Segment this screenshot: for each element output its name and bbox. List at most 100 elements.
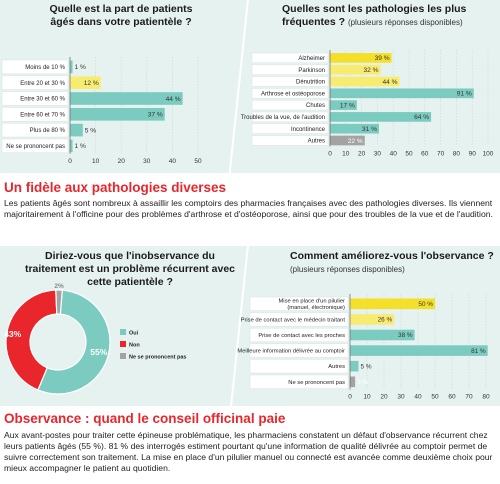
inobservance-slice-label: 43% <box>4 329 21 339</box>
pathologies-category-label: Parkinson <box>298 68 325 74</box>
age-share-bar <box>70 107 165 121</box>
age-share-category-label: Entre 30 et 60 % <box>20 97 65 103</box>
observance-methods-value-label: 81 % <box>471 348 486 355</box>
section1-body: Les patients âgés sont nombreux à assail… <box>4 198 493 219</box>
age-share-category-label: Plus de 80 % <box>30 128 66 134</box>
pathologies-tick-label: 90 <box>469 150 477 157</box>
pathologies-category-label: Alzheimer <box>298 56 325 62</box>
age-share-category-label: Moins de 10 % <box>25 65 65 71</box>
pathologies-bar <box>330 76 400 87</box>
pathologies-value-label: 44 % <box>382 79 397 86</box>
pathologies-category-box <box>251 99 329 111</box>
observance-methods-tick-label: 40 <box>414 394 422 401</box>
pathologies-tick-label: 70 <box>437 150 445 157</box>
pathologies-bar <box>330 64 381 75</box>
age-share-category-box <box>1 107 69 122</box>
age-share-value-label: 37 % <box>148 112 163 119</box>
pathologies-chart: 0 10 20 30 40 50 60 70 80 90 100 Alzheimer 39 % Parki… <box>241 50 494 157</box>
pathologies-category-box <box>251 135 329 146</box>
pathologies-category-box <box>251 52 329 64</box>
age-share-bar <box>70 76 101 90</box>
pathologies-tick-label: 0 <box>328 150 332 157</box>
observance-methods-category-box <box>249 312 349 327</box>
pathologies-bar <box>330 100 357 110</box>
age-share-tick-label: 20 <box>118 158 126 165</box>
pathologies-tick-label: 100 <box>483 150 494 157</box>
observance-methods-tick-label: 80 <box>482 394 490 401</box>
observance-methods-bar <box>350 360 359 372</box>
age-share-tick-label: 10 <box>92 158 100 165</box>
observance-methods-category-label: Prise de contact avec le médecin traitan… <box>241 317 346 323</box>
pathologies-category-label: Incontinence <box>291 127 326 133</box>
observance-methods-value-label: 5 % <box>361 363 372 370</box>
age-share-value-label: 1 % <box>75 64 86 71</box>
observance-methods-bar <box>350 345 488 356</box>
age-share-tick-label: 30 <box>143 158 151 165</box>
inobservance-question: Diriez-vous que l'inobservance du traite… <box>20 250 240 289</box>
observance-methods-value-label: 38 % <box>398 332 413 339</box>
observance-methods-category-box <box>249 343 349 358</box>
inobservance-legend-label: Oui <box>129 331 139 337</box>
pathologies-value-label: 31 % <box>362 126 377 133</box>
observance-methods-bar <box>350 376 356 388</box>
pathologies-category-label: Arthrose et ostéoporose <box>261 91 326 97</box>
age-share-category-box <box>1 59 69 75</box>
age-share-category-box <box>1 75 69 90</box>
age-share-category-label: Entre 60 et 70 % <box>20 112 65 118</box>
section1-title: Un fidèle aux pathologies diverses <box>4 180 227 195</box>
age-share-category-box <box>1 138 69 154</box>
observance-methods-bar <box>350 298 435 310</box>
pathologies-tick-label: 60 <box>421 150 429 157</box>
age-share-value-label: 1 % <box>75 143 86 150</box>
age-share-tick-label: 0 <box>68 158 72 165</box>
age-share-question-text: Quelle est la part de patients âgés dans… <box>49 3 193 28</box>
age-share-value-label: 44 % <box>166 96 181 103</box>
age-share-category-label: Ne se prononcent pas <box>6 144 65 150</box>
observance-methods-chart: 0 10 20 30 40 50 60 70 80 Mise en place d'un pilu… <box>237 294 490 401</box>
age-share-question: Quelle est la part de patients âgés dans… <box>46 3 196 29</box>
pathologies-category-box <box>251 123 329 134</box>
pathologies-tick-label: 20 <box>358 150 366 157</box>
pathologies-value-label: 32 % <box>364 67 379 74</box>
pathologies-bar <box>330 53 392 63</box>
inobservance-slice <box>5 289 58 391</box>
pathologies-value-label: 17 % <box>340 102 355 109</box>
age-share-bar <box>70 92 183 105</box>
pathologies-question-text: Quelles sont les pathologies les plus fr… <box>282 3 467 28</box>
pathologies-value-label: 91 % <box>457 91 472 98</box>
pathologies-category-box <box>251 64 329 75</box>
observance-methods-tick-label: 50 <box>431 394 439 401</box>
observance-methods-category-label: Prise de contact avec les proches <box>258 333 345 339</box>
age-share-bar <box>70 60 73 74</box>
pathologies-tick-label: 30 <box>374 150 382 157</box>
inobservance-slice-label: 55% <box>90 347 107 357</box>
age-share-bar <box>70 139 73 153</box>
pathologies-category-label: Chutes <box>306 103 325 109</box>
age-share-bar <box>70 123 83 137</box>
inobservance-legend-swatch <box>120 329 126 335</box>
inobservance-slice-label: 2% <box>54 283 64 290</box>
pathologies-category-label: Autres <box>308 139 325 145</box>
observance-methods-value-label: 26 % <box>378 317 393 324</box>
inobservance-legend-swatch <box>120 341 126 347</box>
observance-methods-category-label: Ne se prononcent pas <box>288 380 345 386</box>
inobservance-donut-chart: 55% 43% 2% Oui Non Ne se prononcent pas <box>4 283 186 395</box>
age-share-tick-label: 40 <box>169 158 177 165</box>
observance-methods-value-label: 50 % <box>418 301 433 308</box>
pathologies-value-label: 22 % <box>348 138 363 145</box>
observance-question: Comment améliorez-vous l'observance ? (p… <box>290 250 495 276</box>
observance-methods-tick-label: 70 <box>465 394 473 401</box>
age-share-chart: 0 10 20 30 40 50 Moins de 10 % 1 % Entre 20 et 3… <box>1 57 202 165</box>
observance-methods-category-label: Autres <box>328 364 345 370</box>
pathologies-category-box <box>251 111 329 123</box>
inobservance-question-text: Diriez-vous que l'inobservance du traite… <box>24 250 236 288</box>
observance-methods-category-label: Mise en place d'un pilulier <box>278 298 345 304</box>
observance-question-note: (plusieurs réponses disponibles) <box>290 265 405 274</box>
pathologies-category-label: Troubles de la vue, de l'audition <box>241 115 325 121</box>
observance-methods-category-box <box>249 374 349 389</box>
inobservance-slice <box>37 289 111 395</box>
pathologies-category-box <box>251 88 329 99</box>
pathologies-value-label: 64 % <box>414 114 429 121</box>
observance-methods-tick-label: 10 <box>363 394 371 401</box>
